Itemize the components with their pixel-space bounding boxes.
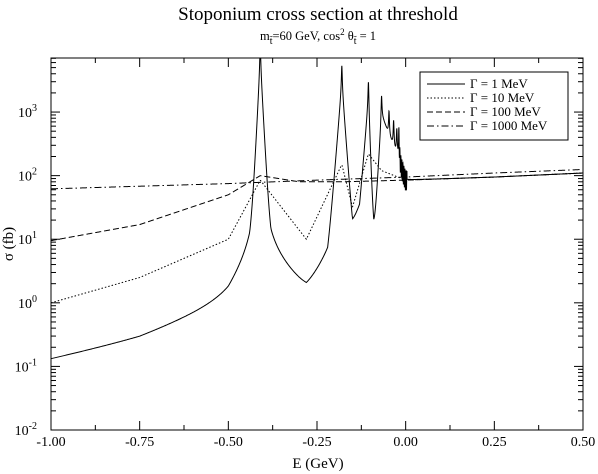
x-tick-label: -0.50 — [214, 435, 243, 450]
legend-label-1: Γ = 1 MeV — [470, 76, 528, 91]
y-axis-label: σ (fb) — [1, 227, 17, 261]
x-tick-label: 0.00 — [393, 435, 418, 450]
series-line-2 — [50, 153, 584, 304]
subtitle-theta-sub: t̃ — [353, 35, 357, 47]
y-tick-label: 100 — [18, 294, 37, 312]
legend-label-2: Γ = 10 MeV — [470, 90, 535, 105]
y-tick-label: 10-2 — [15, 421, 37, 439]
chart-title: Stoponium cross section at threshold — [178, 4, 458, 25]
y-tick-label: 101 — [18, 230, 37, 248]
y-tick-label: 102 — [18, 167, 37, 185]
legend-label-3: Γ = 100 MeV — [470, 104, 541, 119]
subtitle-mass: =60 GeV, cos — [272, 29, 340, 43]
x-tick-label: -0.25 — [302, 435, 331, 450]
x-tick-label: -0.75 — [125, 435, 154, 450]
legend-label-4: Γ = 1000 MeV — [470, 118, 548, 133]
series-line-3 — [50, 172, 584, 242]
plot-frame — [50, 57, 584, 431]
subtitle-m: m — [260, 29, 270, 43]
subtitle-tail: = 1 — [356, 29, 376, 43]
subtitle-m-sub: t̃ — [269, 35, 273, 47]
x-tick-label: 0.50 — [571, 435, 596, 450]
x-axis-label: E (GeV) — [292, 456, 343, 472]
series-layer — [50, 57, 584, 360]
chart-subtitle: mt̃=60 GeV, cos2 θt̃ = 1 — [260, 27, 376, 47]
series-line-4 — [50, 168, 584, 190]
axis-ticks: -1.00 -0.75 -0.50 -0.25 0.00 0.25 0.50 10-2 10-1… — [15, 57, 596, 450]
series-line-1 — [50, 57, 584, 360]
subtitle-cos-sup: 2 — [340, 27, 345, 37]
x-tick-label: -1.00 — [36, 435, 65, 450]
y-tick-label: 103 — [18, 103, 37, 121]
x-tick-label: 0.25 — [482, 435, 507, 450]
y-tick-label: 10-1 — [15, 357, 37, 375]
subtitle-theta: θ — [345, 29, 354, 43]
legend-box — [419, 71, 569, 141]
